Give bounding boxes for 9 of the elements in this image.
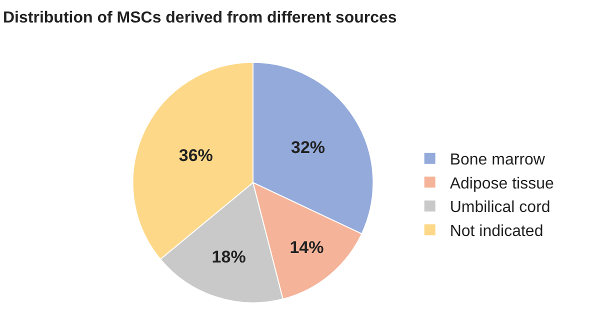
data-label: 36% — [178, 146, 213, 166]
legend-label: Umbilical cord — [450, 199, 550, 216]
chart-title: Distribution of MSCs derived from different sources — [3, 10, 397, 27]
legend-label: Not indicated — [450, 223, 544, 240]
data-label: 18% — [212, 248, 246, 267]
data-label: 32% — [290, 138, 326, 158]
legend-label: Adipose tissue — [450, 175, 554, 192]
legend-label: Bone marrow — [450, 152, 546, 169]
data-label: 14% — [290, 238, 324, 258]
